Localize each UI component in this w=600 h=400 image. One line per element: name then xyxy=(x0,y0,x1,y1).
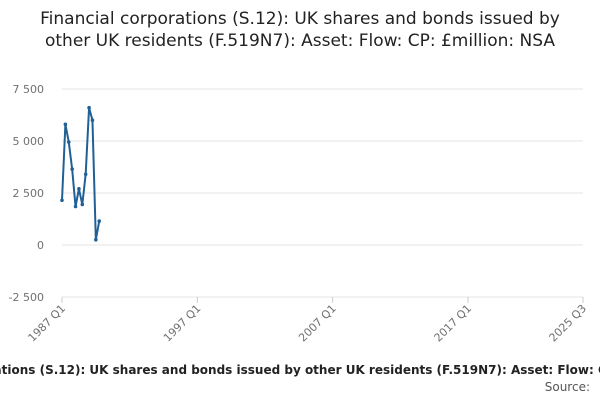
point xyxy=(83,172,88,177)
footer-title: Financial corporations (S.12): UK shares… xyxy=(0,363,600,377)
y-tick-label: -2 500 xyxy=(9,291,44,304)
point xyxy=(90,118,95,122)
source-label: Source: xyxy=(545,380,590,394)
point xyxy=(77,187,81,191)
y-tick-label: 7 500 xyxy=(13,83,45,96)
y-tick-label: 2 500 xyxy=(13,187,45,200)
x-tick-label: 1997 Q1 xyxy=(161,302,204,345)
point xyxy=(80,202,85,207)
x-tick-label: 2017 Q1 xyxy=(432,302,475,345)
y-tick-label: 0 xyxy=(37,239,44,252)
x-tick-label: 1987 Q1 xyxy=(26,302,69,345)
series-line xyxy=(61,107,101,240)
point xyxy=(70,167,74,171)
x-tick-label: 2025 Q3 xyxy=(547,302,590,345)
point xyxy=(97,219,102,223)
point xyxy=(73,204,78,209)
point xyxy=(66,140,71,144)
y-tick-label: 5 000 xyxy=(13,135,45,148)
point xyxy=(63,122,68,127)
point xyxy=(87,105,91,110)
x-tick-label: 2007 Q1 xyxy=(296,302,339,345)
point xyxy=(60,198,64,203)
point xyxy=(94,238,98,242)
chart-title: Financial corporations (S.12): UK shares… xyxy=(40,9,560,51)
